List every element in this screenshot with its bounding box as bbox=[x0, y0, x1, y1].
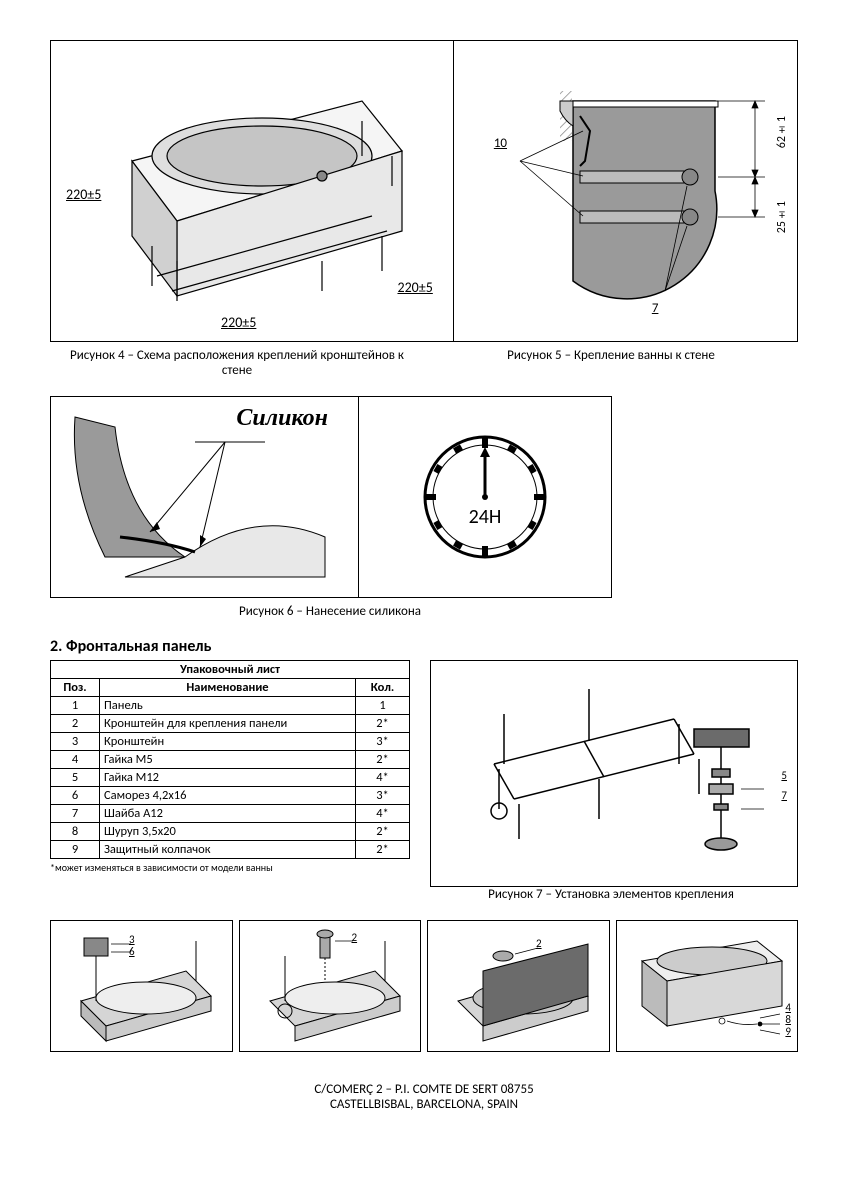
small-b-c2: 2 bbox=[352, 931, 358, 944]
small-figure-c: 2 bbox=[427, 920, 610, 1052]
cell-qty: 4* bbox=[356, 805, 410, 823]
cell-name: Гайка М5 bbox=[100, 751, 356, 769]
table-row: 2Кронштейн для крепления панели2* bbox=[51, 715, 410, 733]
cell-pos: 8 bbox=[51, 823, 100, 841]
cell-qty: 3* bbox=[356, 733, 410, 751]
cell-qty: 2* bbox=[356, 715, 410, 733]
caption-row-4-5: Рисунок 4 – Схема расположения креплений… bbox=[50, 348, 798, 378]
bracket-install-icon bbox=[245, 926, 415, 1046]
cell-pos: 4 bbox=[51, 751, 100, 769]
cell-qty: 4* bbox=[356, 769, 410, 787]
small-a-c6: 6 bbox=[129, 945, 135, 958]
bathtub-bracket-diagram bbox=[62, 61, 442, 321]
table-row: 3Кронштейн3* bbox=[51, 733, 410, 751]
figure-6-left: Силикон bbox=[51, 397, 359, 597]
small-d-c9: 9 bbox=[785, 1025, 791, 1038]
small-figure-d: 4 8 9 bbox=[616, 920, 799, 1052]
parts-table-wrapper: Упаковочный лист Поз. Наименование Кол. … bbox=[50, 660, 410, 874]
cell-pos: 3 bbox=[51, 733, 100, 751]
header-name: Наименование bbox=[100, 679, 356, 697]
wall-mount-diagram bbox=[465, 61, 785, 321]
callout-10: 10 bbox=[494, 136, 507, 151]
cell-name: Кронштейн bbox=[100, 733, 356, 751]
small-figures-row: 3 6 2 2 bbox=[50, 920, 798, 1052]
table-row: 4Гайка М52* bbox=[51, 751, 410, 769]
cell-pos: 5 bbox=[51, 769, 100, 787]
cell-pos: 1 bbox=[51, 697, 100, 715]
section-2-title: 2. Фронтальная панель bbox=[50, 637, 798, 656]
header-qty: Кол. bbox=[356, 679, 410, 697]
figure-6-right: 24H bbox=[359, 397, 611, 597]
figure-row-4-5: 220±5 220±5 220±5 bbox=[50, 40, 798, 342]
figure-4-caption: Рисунок 4 – Схема расположения креплений… bbox=[50, 348, 424, 378]
header-pos: Поз. bbox=[51, 679, 100, 697]
figure-5-caption: Рисунок 5 – Крепление ванны к стене bbox=[424, 348, 798, 378]
figure-5: 10 7 62±1 25±1 bbox=[454, 41, 797, 341]
page-footer: C/COMERÇ 2 – P.I. COMTE DE SERT 08755 CA… bbox=[50, 1082, 798, 1112]
caption-row-6: Рисунок 6 – Нанесение силикона bbox=[50, 604, 610, 619]
cell-name: Шайба А12 bbox=[100, 805, 356, 823]
table-row: 9Защитный колпачок2* bbox=[51, 841, 410, 859]
dim-label-a: 220±5 bbox=[66, 186, 101, 203]
dim-label-b: 220±5 bbox=[221, 314, 256, 331]
table-row: 7Шайба А124* bbox=[51, 805, 410, 823]
cell-name: Гайка М12 bbox=[100, 769, 356, 787]
figure-7-caption: Рисунок 7 – Установка элементов креплени… bbox=[424, 887, 798, 902]
cell-name: Защитный колпачок bbox=[100, 841, 356, 859]
cell-pos: 6 bbox=[51, 787, 100, 805]
cell-qty: 2* bbox=[356, 823, 410, 841]
cell-name: Саморез 4,2х16 bbox=[100, 787, 356, 805]
mounting-elements-diagram bbox=[444, 669, 784, 879]
small-figure-b: 2 bbox=[239, 920, 422, 1052]
cell-qty: 3* bbox=[356, 787, 410, 805]
cell-qty: 1 bbox=[356, 697, 410, 715]
cell-pos: 7 bbox=[51, 805, 100, 823]
fig7-callout-7: 7 bbox=[781, 789, 787, 802]
silicone-label: Силикон bbox=[236, 405, 328, 432]
cell-pos: 2 bbox=[51, 715, 100, 733]
table-row: 8Шуруп 3,5х202* bbox=[51, 823, 410, 841]
clock-icon bbox=[410, 422, 560, 572]
small-c-c2: 2 bbox=[536, 937, 542, 950]
small-figure-a: 3 6 bbox=[50, 920, 233, 1052]
table-row: 5Гайка М124* bbox=[51, 769, 410, 787]
table-title: Упаковочный лист bbox=[51, 661, 410, 679]
dim-62: 62±1 bbox=[775, 116, 789, 148]
dim-25: 25±1 bbox=[775, 201, 789, 233]
figure-4: 220±5 220±5 220±5 bbox=[51, 41, 454, 341]
cell-pos: 9 bbox=[51, 841, 100, 859]
figure-7: 5 7 bbox=[430, 660, 798, 887]
inverted-tub-icon bbox=[56, 926, 226, 1046]
figure-row-6: Силикон 24H bbox=[50, 396, 612, 598]
parts-table: Упаковочный лист Поз. Наименование Кол. … bbox=[50, 660, 410, 859]
table-footnote: *может изменяться в зависимости от модел… bbox=[50, 861, 410, 874]
silicone-diagram bbox=[65, 407, 345, 587]
table-row: 6Саморез 4,2х163* bbox=[51, 787, 410, 805]
figure-6-caption: Рисунок 6 – Нанесение силикона bbox=[50, 604, 610, 619]
panel-install-icon bbox=[433, 926, 603, 1046]
footer-line-2: CASTELLBISBAL, BARCELONA, SPAIN bbox=[50, 1097, 798, 1112]
footer-line-1: C/COMERÇ 2 – P.I. COMTE DE SERT 08755 bbox=[50, 1082, 798, 1097]
caption-row-7: Рисунок 7 – Установка элементов креплени… bbox=[50, 887, 798, 902]
cell-qty: 2* bbox=[356, 751, 410, 769]
cell-qty: 2* bbox=[356, 841, 410, 859]
callout-7: 7 bbox=[652, 301, 659, 316]
clock-label: 24H bbox=[469, 505, 502, 529]
table-row: 1Панель1 bbox=[51, 697, 410, 715]
cell-name: Шуруп 3,5х20 bbox=[100, 823, 356, 841]
completed-tub-icon bbox=[622, 926, 792, 1046]
fig7-callout-5: 5 bbox=[781, 769, 787, 782]
cell-name: Кронштейн для крепления панели bbox=[100, 715, 356, 733]
dim-label-c: 220±5 bbox=[397, 279, 432, 296]
cell-name: Панель bbox=[100, 697, 356, 715]
